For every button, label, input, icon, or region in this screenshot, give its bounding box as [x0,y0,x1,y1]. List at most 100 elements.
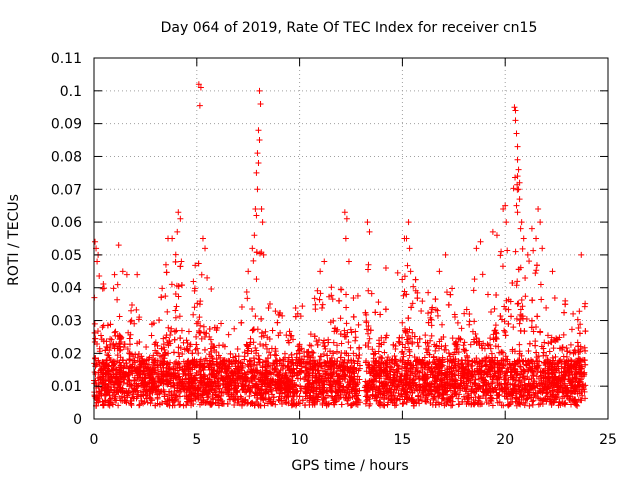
data-point [526,340,533,347]
data-point [249,327,256,334]
data-point [505,306,512,313]
data-point [329,296,336,303]
data-point [246,393,253,400]
data-point [516,378,523,385]
data-point [103,357,110,364]
data-point [163,269,170,276]
data-point [252,313,259,320]
data-point [308,342,315,349]
data-point [533,262,540,269]
data-point [449,335,456,342]
data-point [126,335,133,342]
data-point [147,400,154,407]
data-point [467,341,474,348]
data-point [428,322,435,329]
data-point [168,281,175,288]
data-point [232,353,239,360]
data-point [314,341,321,348]
data-point [338,349,345,356]
data-point [362,400,369,407]
data-point [484,291,491,298]
data-point [422,332,429,339]
data-points [91,81,589,409]
data-point [172,314,179,321]
data-point [272,401,279,408]
data-point [502,329,509,336]
data-point [498,348,505,355]
data-point [185,328,192,335]
data-point [481,345,488,352]
data-point [196,314,203,321]
data-point [415,367,422,374]
data-point [307,331,314,338]
data-point [176,353,183,360]
data-point [529,401,536,408]
data-point [343,304,350,311]
data-point [343,291,350,298]
data-point [526,402,533,409]
data-point [101,392,108,399]
data-point [306,342,313,349]
data-point [100,280,107,287]
data-point [471,318,478,325]
data-point [176,313,183,320]
data-point [110,285,117,292]
data-point [197,322,204,329]
data-point [200,323,207,330]
data-point [365,287,372,294]
data-point [114,296,121,303]
data-point [324,392,331,399]
data-point [269,327,276,334]
data-point [530,328,537,335]
data-point [164,308,171,315]
data-point [512,248,519,255]
data-point [470,287,477,294]
data-point [101,285,108,292]
data-point [533,349,540,356]
data-point [348,329,355,336]
data-point [419,298,426,305]
data-point [172,307,179,314]
data-point [316,337,323,344]
data-point [337,331,344,338]
data-point [234,346,241,353]
data-point [510,185,517,192]
data-point [176,401,183,408]
data-point [561,309,568,316]
data-point [395,338,402,345]
data-point [177,263,184,270]
data-point [165,324,172,331]
data-point [94,328,101,335]
data-point [208,285,215,292]
data-point [570,310,577,317]
data-point [148,332,155,339]
data-point [529,398,536,405]
data-point [195,350,202,357]
data-point [514,395,521,402]
data-point [347,326,354,333]
data-point [479,271,486,278]
data-point [159,285,166,292]
data-point [337,286,344,293]
data-point [241,356,248,363]
data-point [116,313,123,320]
data-point [180,339,187,346]
data-point [516,341,523,348]
data-point [247,335,254,342]
data-point [299,303,306,310]
data-point [96,273,103,279]
data-point [198,271,205,278]
data-point [133,306,140,313]
data-point [425,310,432,317]
data-point [550,345,557,352]
data-point [160,335,167,342]
data-point [366,402,373,409]
data-point [400,292,407,299]
data-point [513,315,520,322]
data-point [126,349,133,356]
data-point [574,316,581,323]
data-point [428,309,435,316]
data-point [408,304,415,311]
data-point [466,310,473,317]
